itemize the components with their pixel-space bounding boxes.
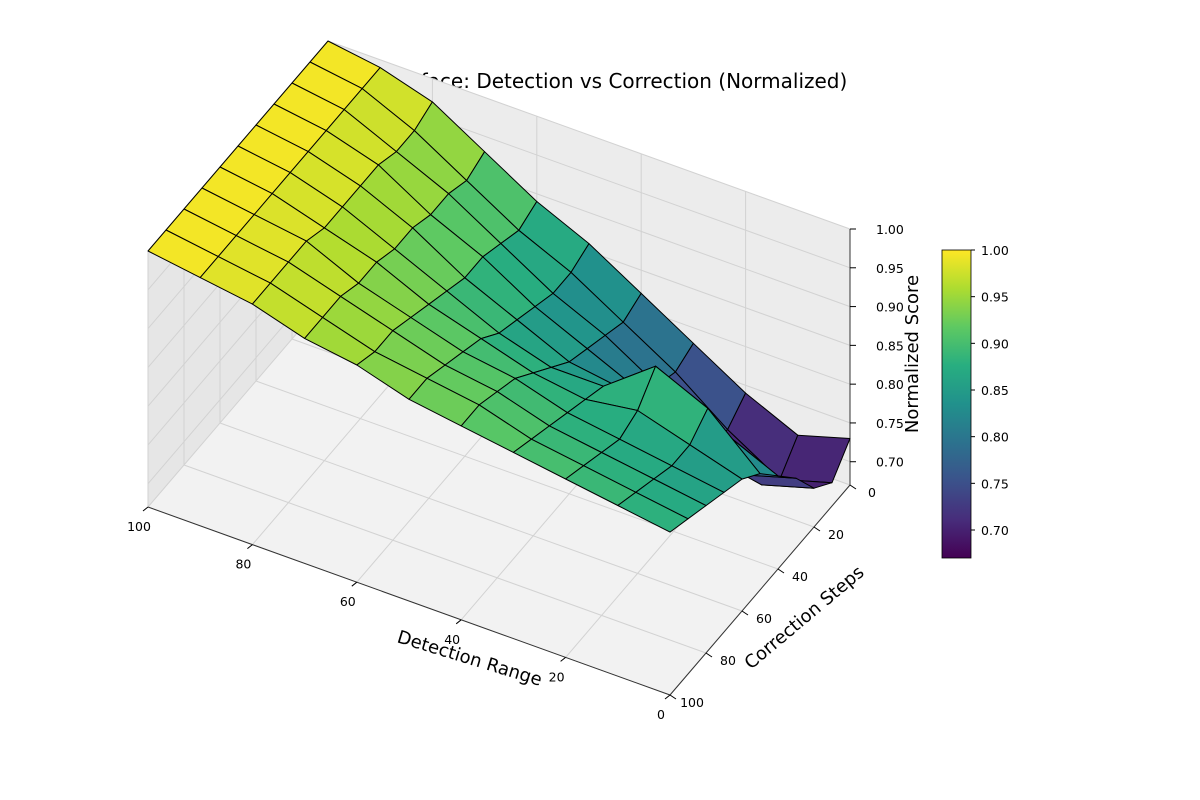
axis-edges <box>147 229 851 696</box>
y-tick-label: 40 <box>792 569 808 584</box>
y-axis-line <box>669 484 851 696</box>
z-axis-label: Normalized Score <box>902 275 923 433</box>
y-tick-mark <box>849 484 857 490</box>
grid-line <box>183 464 707 654</box>
z-tick-label: 0.75 <box>876 416 904 431</box>
z-tick-label: 1.00 <box>876 222 904 237</box>
y-tick-label: 100 <box>680 695 704 710</box>
y-tick-label: 0 <box>868 485 876 500</box>
grid-line <box>219 422 743 612</box>
x-tick-mark <box>560 657 566 662</box>
colorbar-tick-label: 0.90 <box>981 336 1009 351</box>
floor-pane <box>148 297 850 695</box>
axis-ticks: 0 20 40 60 80 100 0 20 40 60 80 100 0.70 0.75 0.80 0.85… <box>127 222 904 722</box>
surface-face <box>617 491 689 533</box>
y-tick-mark <box>777 568 785 574</box>
colorbar-gradient <box>941 249 972 559</box>
x-tick-mark <box>142 506 149 512</box>
z-tick-label: 0.70 <box>876 455 904 470</box>
z-tick-label: 0.90 <box>876 300 904 315</box>
colorbar-tick-label: 0.75 <box>981 476 1009 491</box>
x-tick-label: 40 <box>444 632 460 647</box>
x-tick-label: 80 <box>235 557 251 572</box>
x-tick-mark <box>664 694 671 700</box>
colorbar-tick-label: 0.70 <box>981 523 1009 538</box>
colorbar-tick-label: 0.95 <box>981 290 1009 305</box>
x-tick-mark <box>351 581 358 587</box>
y-tick-label: 80 <box>720 653 736 668</box>
y-tick-mark <box>705 652 713 658</box>
y-tick-mark <box>741 610 749 616</box>
grid-line <box>255 380 779 570</box>
x-tick-label: 60 <box>340 594 356 609</box>
z-tick-label: 0.80 <box>876 377 904 392</box>
x-axis-line <box>147 506 671 696</box>
colorbar-ticks: 0.70 0.75 0.80 0.85 0.90 0.95 1.00 <box>971 243 1009 538</box>
y-tick-label: 20 <box>828 527 844 542</box>
surface-mesh <box>147 40 851 533</box>
colorbar: 0.70 0.75 0.80 0.85 0.90 0.95 1.00 <box>941 243 1009 559</box>
x-tick-label: 0 <box>657 707 665 722</box>
colorbar-tick-label: 0.85 <box>981 383 1009 398</box>
y-tick-mark <box>813 526 821 532</box>
colorbar-tick-label: 0.80 <box>981 430 1009 445</box>
x-tick-label: 100 <box>127 519 151 534</box>
y-tick-label: 60 <box>756 611 772 626</box>
colorbar-tick-label: 1.00 <box>981 243 1009 258</box>
z-tick-label: 0.85 <box>876 338 904 353</box>
x-tick-mark <box>247 544 253 549</box>
z-tick-label: 0.95 <box>876 261 904 276</box>
x-tick-label: 20 <box>549 669 565 684</box>
x-tick-mark <box>455 619 462 625</box>
y-tick-mark <box>669 694 677 700</box>
